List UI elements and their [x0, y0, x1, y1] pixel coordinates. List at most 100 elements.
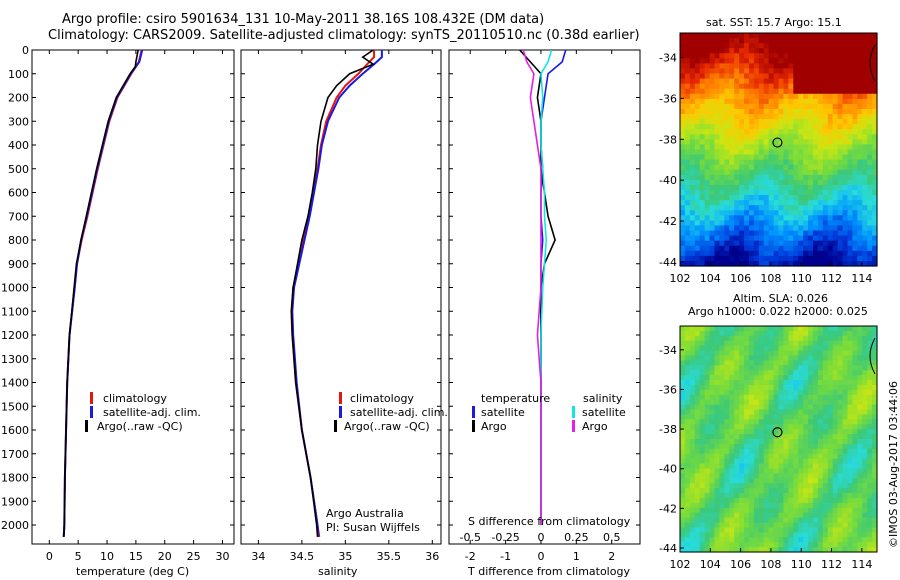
- map-cell: [837, 190, 844, 196]
- map-cell: [680, 260, 686, 267]
- map-cell: [694, 190, 701, 196]
- map-cell: [734, 215, 740, 222]
- map-cell: [768, 478, 775, 484]
- map-cell: [778, 458, 785, 465]
- map-cell: [837, 389, 844, 396]
- map-cell: [827, 43, 834, 49]
- series-line-satellite-adj-clim-: [62, 49, 144, 537]
- map-cell: [862, 255, 868, 262]
- map-cell: [803, 63, 809, 70]
- map-cell: [689, 527, 696, 533]
- map-cell: [867, 507, 873, 514]
- map-cell: [778, 380, 785, 386]
- map-cell: [773, 542, 780, 548]
- map-cell: [734, 43, 740, 49]
- map-cell: [704, 43, 711, 49]
- map-cell: [704, 38, 711, 44]
- map-cell: [837, 443, 844, 450]
- map-cell: [709, 134, 716, 140]
- map-cell: [680, 493, 686, 499]
- map-cell: [724, 522, 730, 529]
- map-cell: [847, 370, 853, 376]
- map-cell: [719, 380, 725, 386]
- map-cell: [862, 134, 868, 140]
- map-cell: [753, 215, 760, 222]
- map-cell: [758, 129, 765, 135]
- map-cell: [798, 240, 804, 247]
- map-cell: [793, 154, 799, 161]
- map-cell: [793, 98, 799, 105]
- map-cell: [724, 184, 730, 191]
- map-cell: [867, 220, 873, 227]
- map-cell: [719, 458, 725, 465]
- map-cell: [798, 350, 804, 357]
- map-cell: [684, 195, 691, 201]
- map-cell: [763, 83, 770, 90]
- map-cell: [783, 255, 789, 262]
- map-cell: [817, 205, 824, 211]
- map-cell: [842, 434, 849, 440]
- map-cell: [739, 63, 745, 70]
- map-cell: [753, 537, 760, 543]
- map-cell: [822, 260, 829, 267]
- map-cell: [699, 473, 706, 479]
- map-cell: [822, 108, 829, 115]
- map-cell: [822, 58, 829, 64]
- map-cell: [852, 124, 858, 130]
- map-cell: [689, 355, 696, 361]
- map-cell: [729, 235, 735, 242]
- map-cell: [842, 330, 849, 337]
- map-cell: [817, 63, 824, 70]
- map-cell: [684, 340, 691, 347]
- map-cell: [827, 463, 834, 470]
- map-cell: [709, 493, 716, 499]
- map-cell: [778, 547, 785, 553]
- map-cell: [768, 326, 775, 332]
- map-cell: [862, 419, 868, 425]
- map-cell: [734, 119, 740, 125]
- map-cell: [684, 380, 691, 386]
- map-cell: [699, 512, 706, 519]
- map-cell: [808, 179, 814, 186]
- map-cell: [739, 43, 745, 49]
- map-cell: [699, 394, 706, 401]
- legend-swatch: [472, 406, 475, 418]
- map-cell: [680, 154, 686, 161]
- legend-swatch: [472, 420, 475, 432]
- map-cell: [812, 169, 819, 176]
- x-tick-label: 15: [129, 550, 143, 563]
- map-cell: [783, 225, 789, 232]
- map-cell: [729, 380, 735, 386]
- map-cell: [798, 124, 804, 130]
- map-cell: [758, 58, 765, 64]
- map-cell: [817, 488, 824, 494]
- map-cell: [798, 389, 804, 396]
- map-cell: [714, 512, 720, 519]
- map-cell: [862, 365, 868, 371]
- map-cell: [812, 537, 819, 543]
- map-cell: [857, 255, 863, 262]
- map-cell: [798, 527, 804, 533]
- map-cell: [719, 375, 725, 381]
- map-cell: [867, 399, 873, 406]
- map-cell: [822, 434, 829, 440]
- map-cell: [729, 389, 735, 396]
- map-cell: [803, 473, 809, 479]
- map-cell: [773, 124, 780, 130]
- map-cell: [689, 365, 696, 371]
- map-cell: [748, 419, 755, 425]
- map-cell: [689, 380, 696, 386]
- map-cell: [724, 63, 730, 70]
- map-cell: [822, 124, 829, 130]
- map-cell: [748, 58, 755, 64]
- map-cell: [704, 340, 711, 347]
- map-cell: [689, 190, 696, 196]
- map-cell: [808, 184, 814, 191]
- coastline-contour: [869, 44, 876, 82]
- map-cell: [862, 507, 868, 514]
- map-cell: [704, 473, 711, 479]
- map-cell: [684, 335, 691, 342]
- map-cell: [778, 330, 785, 337]
- map-cell: [689, 98, 696, 105]
- map-cell: [847, 68, 853, 75]
